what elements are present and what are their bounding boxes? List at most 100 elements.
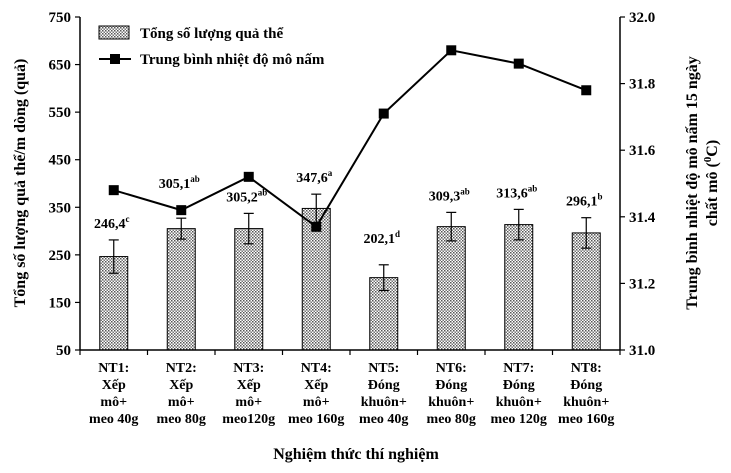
legend-bar-swatch xyxy=(98,25,130,40)
x-tick-label-line: meo 40g xyxy=(359,412,408,427)
temperature-marker xyxy=(513,58,524,69)
y-right-tick-label: 31.8 xyxy=(629,77,655,93)
data-label-value: 347,6 xyxy=(296,171,328,186)
y-left-tick-label: 650 xyxy=(49,58,72,74)
x-tick-label-line: mô+ xyxy=(303,395,330,410)
x-tick-label-line: Đóng xyxy=(368,378,400,393)
x-tick-label-line: meo 160g xyxy=(558,412,614,427)
x-axis-title: Nghiệm thức thí nghiệm xyxy=(273,446,439,463)
y-left-tick-label: 50 xyxy=(56,343,71,359)
x-tick-label-line: Xếp xyxy=(169,378,193,393)
y-right-tick-label: 31.0 xyxy=(629,343,655,359)
temperature-marker xyxy=(311,221,322,232)
temperature-marker xyxy=(378,108,389,119)
temperature-marker xyxy=(176,205,187,216)
x-tick-label-line: Xếp xyxy=(237,378,261,393)
x-tick-label-line: Đóng xyxy=(503,378,535,393)
x-tick-label: NT7: Đóng khuôn+ meo 120g xyxy=(491,361,547,427)
x-tick-label-line: khuôn+ xyxy=(428,395,474,410)
x-tick-label-line: khuôn+ xyxy=(496,395,542,410)
data-label-superscript: ab xyxy=(258,187,268,197)
x-tick-label-line: Đóng xyxy=(435,378,467,393)
data-label: 305,2ab xyxy=(226,187,267,205)
y-right-tick-label: 31.6 xyxy=(629,143,656,159)
x-tick-label-line: NT8: xyxy=(571,361,602,376)
bar xyxy=(571,232,601,351)
data-label: 305,1ab xyxy=(159,174,200,192)
legend: Tổng số lượng quả thể Trung bình nhiệt đ… xyxy=(98,25,325,68)
y-right-axis-title-line1: Trung bình nhiệt độ mô nấm 15 ngày xyxy=(684,56,701,310)
x-tick-label: NT4: Xếp mô+ meo 160g xyxy=(288,361,344,427)
data-label-superscript: ab xyxy=(190,174,200,184)
bar xyxy=(504,224,534,351)
x-tick-label-line: meo 120g xyxy=(491,412,547,427)
x-tick-label-line: meo120g xyxy=(222,412,275,427)
y-right-title-sup: 0 xyxy=(702,156,714,162)
data-label: 313,6ab xyxy=(496,183,537,201)
x-tick-label-line: Xếp xyxy=(304,378,328,393)
data-label-value: 305,1 xyxy=(159,177,191,192)
x-tick-label-line: Đóng xyxy=(570,378,602,393)
data-label-superscript: ab xyxy=(460,186,470,196)
x-tick-label: NT5: Đóng khuôn+ meo 40g xyxy=(359,361,408,427)
y-right-tick-label: 31.4 xyxy=(629,210,656,226)
temperature-marker xyxy=(243,171,254,182)
x-tick-label: NT8: Đóng khuôn+ meo 160g xyxy=(558,361,614,427)
data-label-value: 246,4 xyxy=(94,217,126,232)
legend-bar-label: Tổng số lượng quả thể xyxy=(140,26,284,42)
x-tick-label-line: meo 160g xyxy=(288,412,344,427)
temperature-marker xyxy=(581,85,592,96)
x-tick-label: NT3: Xếp mô+ meo120g xyxy=(222,361,275,427)
x-tick-label-line: NT2: xyxy=(166,361,197,376)
data-label-superscript: d xyxy=(395,229,400,239)
y-left-tick-label: 750 xyxy=(49,10,72,26)
data-label-superscript: c xyxy=(126,214,130,224)
temperature-marker xyxy=(108,185,119,196)
x-tick-label-line: khuôn+ xyxy=(563,395,609,410)
y-left-tick-label: 350 xyxy=(49,200,72,216)
x-tick-label-line: meo 40g xyxy=(89,412,138,427)
bar xyxy=(166,228,196,351)
data-label: 246,4c xyxy=(94,214,130,232)
data-label-value: 202,1 xyxy=(363,232,395,247)
x-tick-label: NT2: Xếp mô+ meo 80g xyxy=(157,361,206,427)
y-right-tick-label: 32.0 xyxy=(629,10,655,26)
y-right-tick-label: 31.2 xyxy=(629,276,655,292)
data-label-value: 313,6 xyxy=(496,186,528,201)
y-left-tick-label: 250 xyxy=(49,248,72,264)
x-tick-label: NT1: Xếp mô+ meo 40g xyxy=(89,361,138,427)
x-tick-label: NT6: Đóng khuôn+ meo 80g xyxy=(427,361,476,427)
x-tick-label-line: khuôn+ xyxy=(361,395,407,410)
x-tick-label-line: NT7: xyxy=(503,361,534,376)
temperature-marker xyxy=(446,45,457,56)
data-label: 202,1d xyxy=(363,229,400,247)
temperature-line xyxy=(113,49,587,229)
y-left-tick-label: 450 xyxy=(49,153,72,169)
bar xyxy=(234,228,264,351)
y-right-title-pre: chất mô ( xyxy=(704,162,721,226)
x-tick-label-line: NT3: xyxy=(233,361,264,376)
data-label: 309,3ab xyxy=(429,186,470,204)
x-tick-label-line: mô+ xyxy=(100,395,127,410)
data-label-value: 296,1 xyxy=(566,195,598,210)
data-label-superscript: ab xyxy=(528,183,538,193)
data-label-value: 305,2 xyxy=(226,190,258,205)
x-tick-label-line: NT5: xyxy=(368,361,399,376)
x-tick-label-line: NT6: xyxy=(436,361,467,376)
legend-line-label: Trung bình nhiệt độ mô nấm xyxy=(140,52,325,68)
x-tick-label-line: NT4: xyxy=(301,361,332,376)
data-label: 296,1b xyxy=(566,192,603,210)
data-label-superscript: a xyxy=(328,168,333,178)
data-label-superscript: b xyxy=(597,192,602,202)
x-tick-label-line: mô+ xyxy=(168,395,195,410)
y-left-axis-title: Tổng số lượng quả thể/m dòng (quả) xyxy=(12,59,29,308)
x-tick-label-line: meo 80g xyxy=(427,412,476,427)
x-tick-label-line: NT1: xyxy=(98,361,129,376)
bar xyxy=(436,226,466,351)
x-tick-label-line: meo 80g xyxy=(157,412,206,427)
y-right-title-post: C) xyxy=(704,140,721,157)
y-left-tick-label: 550 xyxy=(49,105,72,121)
x-tick-label-line: Xếp xyxy=(102,378,126,393)
bar xyxy=(301,207,331,351)
